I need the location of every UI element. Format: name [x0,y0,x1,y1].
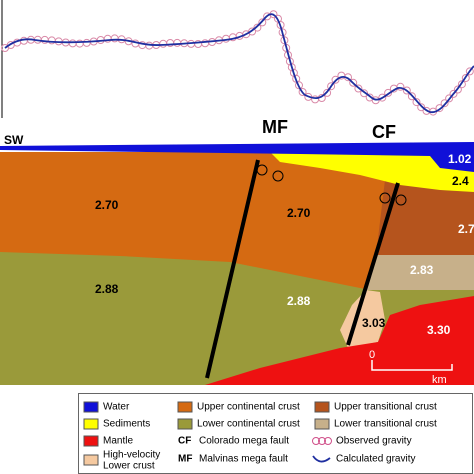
water [0,142,474,172]
density-label: 2.70 [95,198,119,212]
observed-point [417,103,426,112]
observed-point [445,94,454,103]
legend-label: Observed gravity [336,436,412,447]
fault-symbol [395,194,407,206]
cf-fault [346,182,400,346]
legend-swatch [83,435,99,447]
observed-point [402,86,411,95]
legend-swatch [314,401,330,413]
legend-swatch [83,401,99,413]
density-label: 2.70 [287,206,311,220]
density-label: 2.88 [287,294,311,308]
observed-point [298,88,307,96]
calculated-gravity [4,13,474,113]
legend-box [78,393,473,474]
observed-point [465,67,474,76]
legend-label: Sediments [103,419,150,430]
observed-point [253,23,262,32]
density-label: 3.03 [362,316,386,330]
observed-point [453,85,462,94]
density-label: 2.83 [410,263,434,277]
legend-label: Water [103,402,130,413]
legend-observed-symbol [312,437,332,445]
legend-swatch [83,454,99,466]
observed-point [349,78,358,87]
observed-point [159,39,168,48]
legend-swatch [83,418,99,430]
observed-point [457,80,466,89]
mf-fault [205,159,260,379]
legend-label: Malvinas mega fault [199,454,288,465]
observed-point [371,96,380,105]
legend-abbr: MF [178,454,192,465]
observed-point [68,39,77,48]
density-label: 1.02 [448,152,472,166]
legend-swatch [314,418,330,430]
observed-point [412,98,421,107]
density-label: 2.7 [458,222,474,236]
sw-label: SW [4,133,24,147]
legend-swatch [177,418,193,430]
observed-point [378,93,387,102]
legend-label: High-velocity [103,450,160,461]
density-label: 2.88 [95,282,119,296]
lower-transitional-crust [366,255,474,290]
fault-symbol [379,192,391,204]
observed-point [258,18,267,27]
observed-point [323,88,332,97]
scale-unit: km [432,374,447,386]
observed-point [440,99,449,108]
legend-abbr: CF [178,436,191,447]
fault-symbol [256,164,268,176]
legend-label: Lower transitional crust [334,419,437,430]
observed-point [248,27,257,36]
legend-label: Upper transitional crust [334,402,437,413]
legend-label: Lower continental crust [197,419,300,430]
observed-point [407,92,416,101]
observed-point [396,82,405,91]
observed-point [331,75,340,84]
sediments [270,152,474,192]
legend-label: Upper continental crust [197,402,300,413]
observed-point [384,88,393,97]
observed-point [354,84,363,93]
fault-label: MF [262,117,288,137]
observed-point [461,74,470,82]
scale-zero: 0 [369,349,375,361]
scale-bar [371,360,453,371]
fault-label: CF [372,122,396,142]
observed-point [327,82,336,91]
observed-point [82,38,91,47]
density-label: 2.4 [452,174,469,188]
observed-point [449,89,458,98]
observed-point [110,34,119,43]
legend-calculated-symbol [312,455,331,463]
legend-label: Colorado mega fault [199,436,289,447]
observed-point [435,104,444,113]
legend-label: Mantle [103,436,133,447]
observed-point [360,89,369,98]
legend-swatch [177,401,193,413]
observed-point [173,38,182,47]
legend-label: Lower crust [103,461,155,472]
observed-gravity [1,10,474,116]
observed-point [295,81,303,90]
fault-symbol [272,170,284,182]
legend-label: Calculated gravity [336,454,415,465]
mantle [205,296,474,385]
density-label: 3.30 [427,323,451,337]
